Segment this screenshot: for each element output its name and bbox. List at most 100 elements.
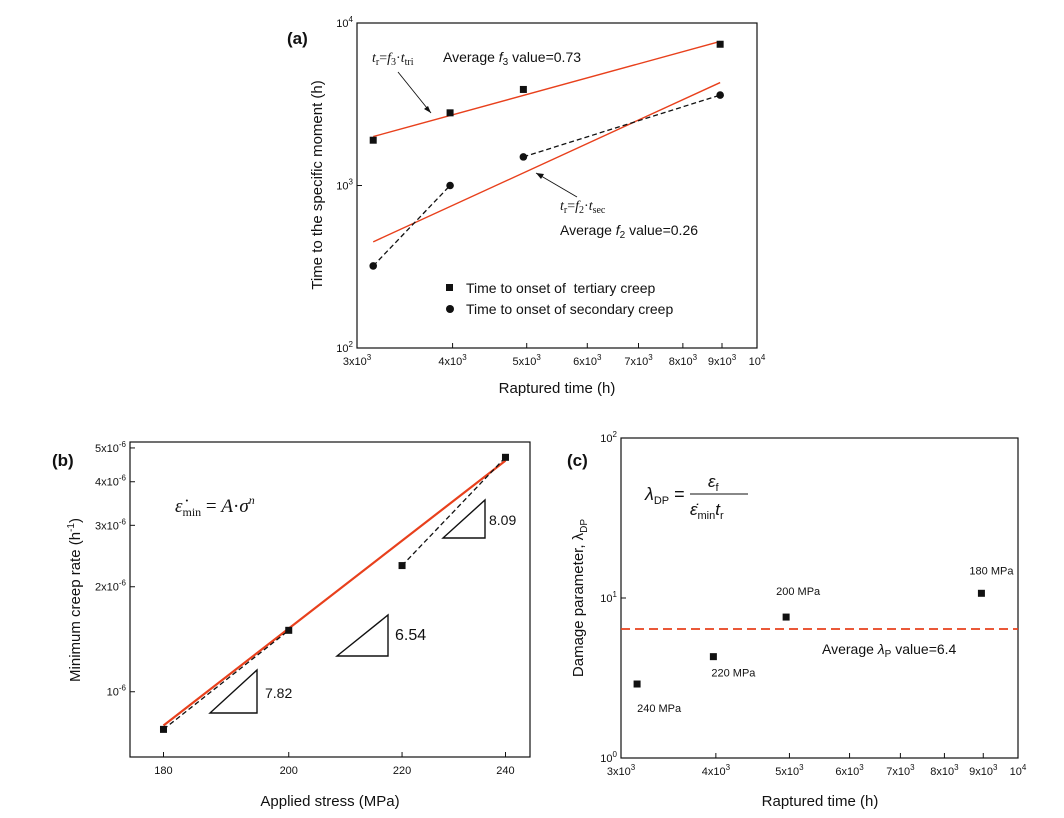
f2-average-text: Average f2 value=0.26 [560,222,698,241]
data-point-a-s1-1 [446,181,454,190]
data-point-c-s0-3 [977,589,985,597]
y-tick-label-b-0: 10-6 [107,684,127,699]
x-tick-label-c-4: 7x103 [886,763,915,778]
f2-arrowhead [536,173,544,179]
chart-panel-a: (a) 3x103 4x103 5x103 6x103 7x103 8x103 9x103 1… [287,15,766,397]
data-point-c-s0-1 [709,653,717,661]
fit-lines-b [162,456,507,730]
x-tick-label-c-3: 6x103 [835,763,864,778]
y-tick-label-a-1: 103 [336,178,353,193]
data-point-b-s0-2 [398,562,406,570]
y-axis-label-b: Minimum creep rate (h-1) [66,518,84,682]
x-tick-label-a-2: 5x103 [513,353,542,368]
fit-lines-a [372,40,721,267]
data-point-a-s1-2 [519,153,528,161]
dashed-segment-a-0 [372,185,451,267]
point-label-c-2: 200 MPa [776,586,821,598]
legend-label-secondary: Time to onset of secondary creep [466,301,673,317]
data-point-c-s0-0 [633,680,641,688]
data-point-a-s1-3 [716,91,724,99]
data-points-b [159,453,509,733]
slope-label-3: 8.09 [489,512,516,528]
x-tick-label-a-0: 3x103 [343,353,372,368]
equation-b: ε̇min = A·σn [175,493,255,519]
data-point-a-s0-0 [369,136,377,144]
y-axis-label-a: Time to the specific moment (h) [309,80,326,290]
f3-arrow [397,71,432,114]
axis-ticks-b: 180 200 220 240 10-6 2x10-6 3x10-6 4x10-6 5x10-6 [95,440,515,777]
fit-line-a-1 [372,81,721,243]
data-point-a-s0-3 [716,40,724,48]
plot-frame-b [129,441,531,758]
data-point-b-s0-3 [501,453,509,461]
slope-label-2: 6.54 [395,627,426,644]
x-tick-label-a-6: 9x103 [708,353,737,368]
legend-label-tertiary: Time to onset of tertiary creep [466,280,656,296]
x-tick-label-a-1: 4x103 [438,353,467,368]
slope-triangle-1 [208,668,258,714]
panel-label-a: (a) [287,29,308,48]
data-point-a-s0-2 [519,85,527,93]
y-axis-label-c: Damage parameter, λDP [570,519,590,677]
x-tick-label-b-1: 200 [280,765,298,777]
x-tick-label-a-3: 6x103 [573,353,602,368]
y-tick-label-c-0: 100 [600,750,617,765]
data-points-a [369,40,724,270]
panel-label-b: (b) [52,451,74,470]
x-tick-label-c-2: 5x103 [775,763,804,778]
chart-panel-b: (b) 180 200 220 240 10-6 2x10-6 3x10-6 4x10-6 5x… [52,440,531,810]
x-tick-label-a-5: 8x103 [669,353,698,368]
f3-average-text: Average f3 value=0.73 [443,49,581,68]
slope-triangle-3 [441,498,486,539]
axis-ticks-a: 3x103 4x103 5x103 6x103 7x103 8x103 9x103 104 10… [336,15,766,368]
f2-arrow [535,172,578,198]
equation-c-numerator: εf [708,472,719,494]
data-point-c-s0-2 [782,613,790,621]
y-tick-label-b-4: 5x10-6 [95,440,127,455]
slope-label-1: 7.82 [265,685,292,701]
dashed-segment-b-1 [401,456,506,567]
legend-a: Time to onset of tertiary creep Time to … [446,280,673,317]
x-tick-label-c-0: 3x103 [607,763,636,778]
f3-arrowhead [424,106,431,113]
data-point-a-s1-0 [369,262,378,270]
f2-annotation: tr=f2·tsec Average f2 value=0.26 [535,172,698,241]
x-axis-label-a: Raptured time (h) [499,380,616,397]
data-point-b-s0-0 [159,725,167,733]
x-tick-label-c-5: 8x103 [930,763,959,778]
x-tick-label-c-6: 9x103 [969,763,998,778]
panel-label-c: (c) [567,451,588,470]
point-label-c-3: 180 MPa [969,565,1014,577]
point-label-c-0: 240 MPa [637,703,682,715]
y-tick-label-b-2: 3x10-6 [95,517,127,532]
axis-ticks-c: 3x103 4x103 5x103 6x103 7x103 8x103 9x103 104 10… [600,430,1027,778]
x-tick-label-c-1: 4x103 [702,763,731,778]
y-tick-label-c-1: 101 [600,590,617,605]
average-lambda-text: Average λP value=6.4 [822,641,957,660]
f3-equation: tr=f3·ttri [372,51,414,68]
x-tick-label-c-7: 104 [1010,763,1027,778]
slope-triangle-2 [335,613,389,657]
y-tick-label-b-1: 2x10-6 [95,579,127,594]
y-tick-label-c-2: 102 [600,430,617,445]
equation-c-denominator: ε̇mintr [690,500,724,522]
y-tick-label-a-2: 104 [336,15,353,30]
point-label-c-1: 220 MPa [711,668,756,680]
fit-line-b-0 [162,459,507,727]
f3-annotation: tr=f3·ttri Average f3 value=0.73 [372,49,581,114]
chart-panel-c: (c) 3x103 4x103 5x103 6x103 7x103 8x103 9x103 1… [567,430,1027,810]
x-tick-label-b-3: 240 [496,765,514,777]
legend-marker-tertiary [446,284,453,291]
y-tick-label-a-0: 102 [336,340,353,355]
f2-equation: tr=f2·tsec [560,199,606,216]
equation-c-lhs: λDP = [644,484,685,507]
dashed-segment-b-0 [163,629,290,730]
x-tick-label-b-2: 220 [393,765,411,777]
x-tick-label-a-4: 7x103 [624,353,653,368]
data-point-b-s0-1 [285,626,293,634]
y-tick-label-b-3: 4x10-6 [95,474,127,489]
fit-line-a-0 [373,40,721,138]
x-axis-label-c: Raptured time (h) [762,793,879,810]
data-points-c: 240 MPa 220 MPa 200 MPa 180 MPa [633,565,1014,715]
